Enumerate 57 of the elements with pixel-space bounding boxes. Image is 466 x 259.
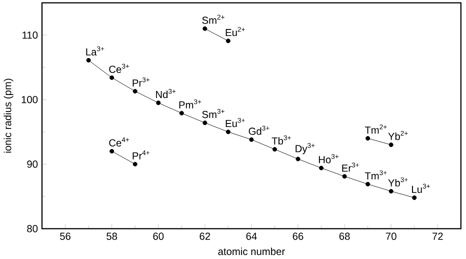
x-tick-label: 60 — [153, 232, 164, 240]
point — [110, 75, 114, 80]
point — [342, 174, 347, 179]
annotation: Pr$^{3+}$ — [132, 77, 150, 87]
annotation: Gd$^{3+}$ — [248, 126, 270, 135]
annotation: Tm$^{3+}$ — [364, 170, 387, 180]
point — [110, 149, 114, 154]
x-tick-label: 58 — [106, 232, 118, 240]
x-tick-label: 64 — [246, 232, 257, 240]
point — [202, 26, 208, 31]
y-axis-title: ionic radius (pm) — [4, 78, 14, 153]
point — [272, 147, 277, 152]
point — [226, 130, 230, 134]
annotation: Ce$^{4+}$ — [109, 137, 130, 147]
x-tick-label: 72 — [432, 232, 443, 240]
annotation: La$^{3+}$ — [86, 46, 104, 56]
annotation: Lu$^{3+}$ — [412, 184, 430, 194]
point — [202, 120, 208, 126]
annotation: Er$^{3+}$ — [342, 162, 359, 172]
point — [319, 166, 324, 170]
point — [388, 189, 394, 194]
annotation: Sm$^{2+}$ — [202, 14, 224, 24]
point — [179, 110, 184, 116]
y-tick-label: 80 — [27, 225, 38, 232]
x-axis-title: atomic number — [218, 248, 285, 256]
point — [226, 38, 230, 44]
annotation: Pr$^{4+}$ — [132, 150, 150, 160]
point — [388, 142, 394, 148]
point — [86, 58, 91, 63]
annotation: Sm$^{3+}$ — [202, 109, 224, 118]
point — [132, 162, 138, 166]
point — [412, 195, 417, 200]
y-tick-label: 110 — [22, 32, 38, 39]
annotation: Yb$^{2+}$ — [388, 130, 408, 140]
annotation: Nd$^{3+}$ — [156, 88, 176, 98]
annotation: Dy$^{3+}$ — [296, 143, 315, 154]
point — [132, 89, 138, 94]
x-tick-label: 56 — [60, 232, 70, 240]
annotation: Yb$^{3+}$ — [388, 177, 408, 187]
annotation: Tm$^{2+}$ — [364, 124, 387, 134]
annotation: Tb$^{3+}$ — [272, 135, 291, 145]
point — [366, 136, 370, 141]
x-tick-label: 62 — [200, 232, 210, 240]
annotation: Pm$^{3+}$ — [179, 99, 202, 108]
annotation: Ce$^{3+}$ — [109, 64, 130, 73]
x-tick-label: 68 — [339, 232, 350, 240]
annotation: Ho$^{3+}$ — [318, 154, 339, 164]
x-tick-label: 66 — [292, 232, 304, 240]
x-tick-label: 70 — [386, 232, 396, 240]
annotation: Eu$^{3+}$ — [226, 118, 245, 128]
y-tick-label: 100 — [22, 96, 38, 104]
annotation: Eu$^{2+}$ — [226, 27, 245, 36]
y-tick-label: 90 — [27, 160, 38, 168]
point — [296, 156, 300, 162]
point — [366, 182, 370, 186]
point — [156, 100, 161, 106]
point — [249, 137, 254, 142]
